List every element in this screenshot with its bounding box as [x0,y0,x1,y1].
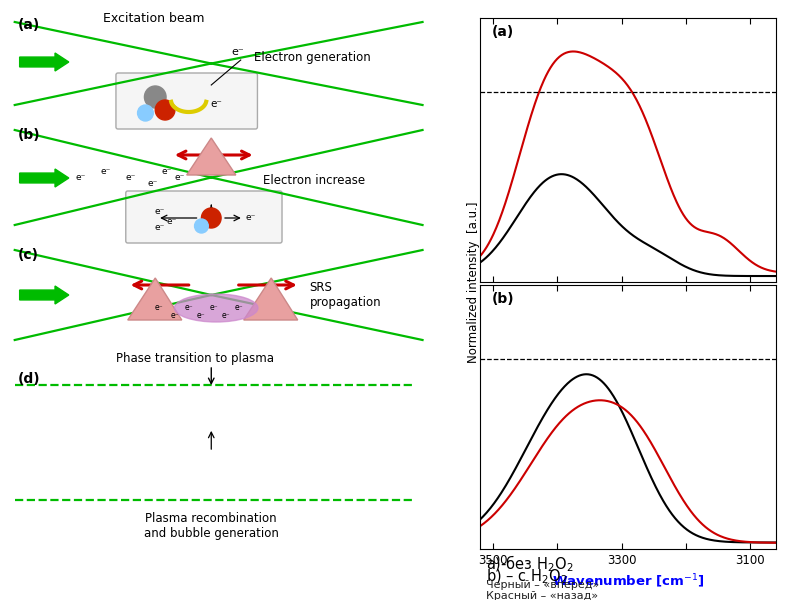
Text: Phase transition to plasma: Phase transition to plasma [116,352,274,365]
Polygon shape [244,278,298,320]
Text: e⁻: e⁻ [155,208,166,217]
Text: SRS
propagation: SRS propagation [310,281,381,309]
FancyArrow shape [20,53,69,71]
Text: e⁻: e⁻ [222,311,230,319]
FancyArrow shape [20,169,69,187]
Circle shape [145,86,166,108]
Text: e⁻: e⁻ [155,223,166,232]
Text: e⁻: e⁻ [147,179,158,187]
Text: Plasma recombination
and bubble generation: Plasma recombination and bubble generati… [144,512,278,540]
FancyBboxPatch shape [126,191,282,243]
Text: (d): (d) [18,372,40,386]
Ellipse shape [174,294,258,322]
Text: e⁻: e⁻ [210,99,222,109]
Text: e⁻: e⁻ [197,311,206,319]
Text: (c): (c) [18,248,38,262]
Text: e⁻: e⁻ [246,214,256,223]
Circle shape [138,105,154,121]
Text: e⁻: e⁻ [174,173,185,182]
Text: b) – с H$_2$O$_2$: b) – с H$_2$O$_2$ [486,568,568,586]
X-axis label: Wavenumber [cm$^{-1}$]: Wavenumber [cm$^{-1}$] [552,572,704,590]
Text: e⁻: e⁻ [234,304,243,313]
Text: (b): (b) [18,128,40,142]
Text: e⁻: e⁻ [231,47,244,57]
Text: (b): (b) [492,292,514,307]
Text: (a): (a) [18,18,40,32]
Text: Normalized intensity  [a.u.]: Normalized intensity [a.u.] [467,201,480,363]
Text: (a): (a) [492,25,514,40]
Text: a)-без H$_2$O$_2$: a)-без H$_2$O$_2$ [486,554,574,574]
Text: e⁻: e⁻ [155,302,163,311]
Text: Electron increase: Electron increase [263,173,366,187]
Text: Electron generation: Electron generation [254,52,370,64]
Text: e⁻: e⁻ [184,302,193,311]
FancyBboxPatch shape [116,73,258,129]
Circle shape [202,208,221,228]
FancyArrow shape [20,286,69,304]
Text: e⁻: e⁻ [170,311,179,319]
Text: Excitation beam: Excitation beam [103,12,205,25]
Text: e⁻: e⁻ [75,173,86,182]
Text: Красный – «назад»: Красный – «назад» [486,591,598,600]
Text: Черный – «вперед»: Черный – «вперед» [486,580,600,590]
Text: e⁻: e⁻ [210,302,218,311]
Polygon shape [128,278,182,320]
Text: e⁻: e⁻ [101,167,111,176]
Circle shape [194,219,208,233]
Text: e⁻: e⁻ [166,217,177,226]
Circle shape [155,100,175,120]
Text: e⁻: e⁻ [162,167,172,176]
Text: e⁻: e⁻ [126,173,136,182]
Polygon shape [186,138,236,175]
